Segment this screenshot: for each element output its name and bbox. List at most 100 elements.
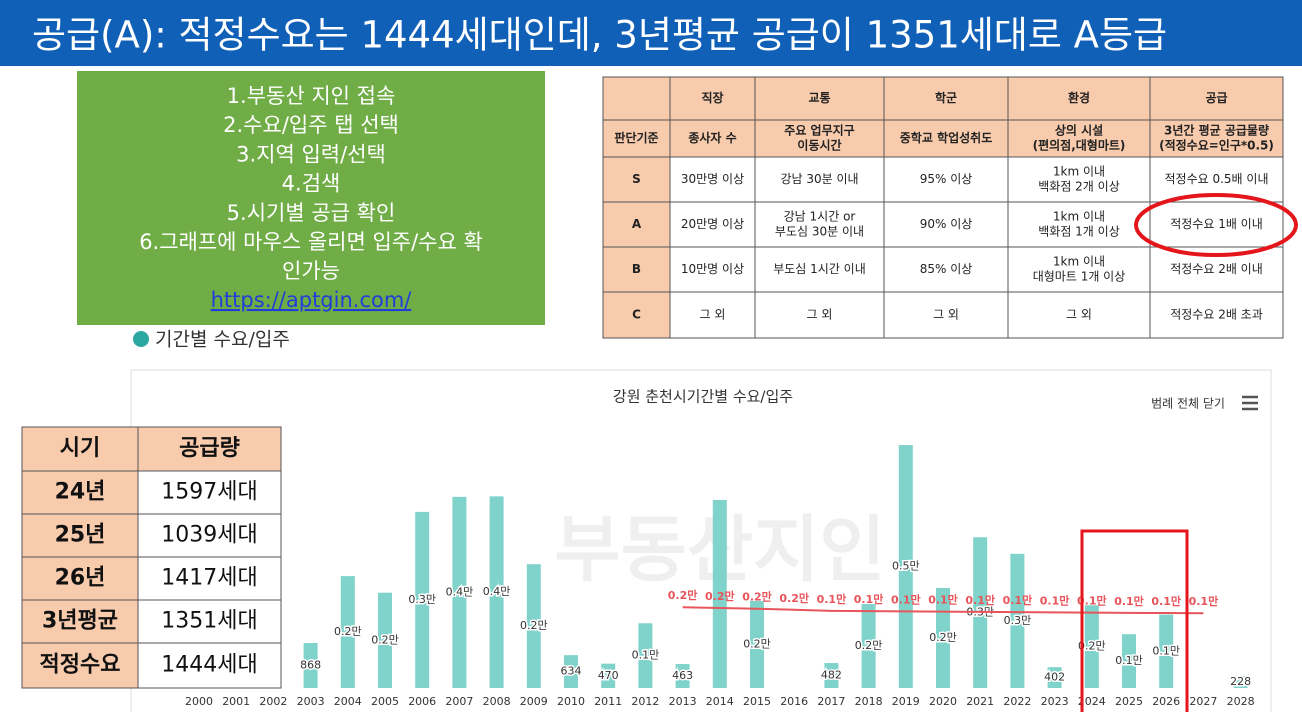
table-text: 그 외 xyxy=(700,308,726,322)
line-label: 0.2만 xyxy=(705,589,735,603)
supply-cell: 적정수요 xyxy=(40,653,121,678)
bar-label: 0.2만 xyxy=(520,619,548,632)
bar xyxy=(378,592,392,688)
column-header: 공급 xyxy=(1205,91,1227,105)
bar-label: 0.2만 xyxy=(1078,640,1106,653)
bar-label: 402 xyxy=(1044,671,1065,684)
table-text: 1km 이내 xyxy=(1053,255,1105,269)
x-tick-label: 2019 xyxy=(892,695,920,708)
table-cell xyxy=(1007,246,1151,293)
x-tick-label: 2018 xyxy=(855,695,883,708)
x-tick-label: 2005 xyxy=(371,695,399,708)
bar-label: 0.4만 xyxy=(483,585,511,598)
column-header: 환경 xyxy=(1068,90,1090,105)
bar xyxy=(936,588,950,688)
table-cell xyxy=(137,642,282,689)
table-cell xyxy=(883,156,1009,203)
section-label: 기간별 수요/입주 xyxy=(155,329,290,351)
line-label: 0.1만 xyxy=(1114,594,1144,608)
supply-cell: 1597세대 xyxy=(161,480,257,505)
table-text: 10만명 이상 xyxy=(681,262,744,276)
line-label: 0.1만 xyxy=(817,592,847,606)
bar-label: 0.2만 xyxy=(334,625,362,638)
table-text: 부도심 1시간 이내 xyxy=(773,262,866,276)
demand-line xyxy=(682,606,1204,615)
x-tick-label: 2010 xyxy=(557,695,585,708)
row-grade: 판단기준 xyxy=(614,130,658,145)
line-label: 0.2만 xyxy=(668,588,698,602)
bar-label: 0.2만 xyxy=(855,639,883,652)
column-header: 직장 xyxy=(701,90,723,105)
bar xyxy=(675,664,690,688)
x-tick-label: 2009 xyxy=(520,695,548,708)
bar xyxy=(750,600,764,688)
table-text: (편의점,대형마트) xyxy=(1033,138,1126,153)
table-cell xyxy=(1149,76,1284,121)
section-icon xyxy=(133,331,149,347)
supply-header: 시기 xyxy=(60,436,100,461)
table-text: 적정수요 0.5배 이내 xyxy=(1165,172,1269,186)
bar-label: 0.2만 xyxy=(371,633,399,646)
table-cell xyxy=(669,156,756,203)
column-header: 교통 xyxy=(808,90,830,105)
table-text: (적정수요=인구*0.5) xyxy=(1159,138,1274,153)
row-grade: S xyxy=(632,172,641,186)
x-tick-label: 2007 xyxy=(445,695,473,708)
bar xyxy=(452,496,467,688)
table-cell xyxy=(1007,76,1151,121)
row-grade: A xyxy=(632,217,642,231)
table-text: 백화점 1개 이상 xyxy=(1038,225,1120,239)
table-text: 그 외 xyxy=(807,308,833,322)
step-line: 2.수요/입주 탭 선택 xyxy=(223,113,399,137)
table-cell xyxy=(21,642,139,689)
line-label: 0.1만 xyxy=(928,593,958,607)
table-text: 백화점 2개 이상 xyxy=(1038,180,1120,194)
bar xyxy=(1122,634,1136,688)
supply-cell: 26년 xyxy=(55,566,106,591)
x-tick-label: 2011 xyxy=(594,695,622,708)
slide-title: 공급(A): 적정수요는 1444세대인데, 3년평균 공급이 1351세대로 … xyxy=(32,14,1167,57)
line-label: 0.1만 xyxy=(1003,593,1033,607)
table-text: 중학교 학업성취도 xyxy=(900,130,993,145)
x-tick-label: 2000 xyxy=(185,695,213,708)
table-cell xyxy=(1149,119,1284,158)
supply-header: 공급량 xyxy=(179,436,240,461)
bar xyxy=(824,663,839,688)
supply-cell: 24년 xyxy=(55,480,106,505)
table-cell xyxy=(602,119,671,158)
table-cell xyxy=(602,76,671,121)
bar xyxy=(712,499,727,688)
bar xyxy=(303,643,318,688)
table-text: 1km 이내 xyxy=(1053,165,1105,179)
line-label: 0.1만 xyxy=(1189,594,1219,608)
bar xyxy=(564,655,578,688)
table-text: 이동시간 xyxy=(797,138,841,153)
bar xyxy=(861,604,876,688)
x-tick-label: 2028 xyxy=(1227,695,1255,708)
table-text: 3년간 평균 공급물량 xyxy=(1164,123,1269,138)
table-cell xyxy=(602,291,671,339)
bar-label: 463 xyxy=(672,669,693,682)
table-cell xyxy=(137,513,282,558)
bar-label: 634 xyxy=(561,665,582,678)
table-cell xyxy=(1007,291,1151,339)
bar-label: 868 xyxy=(300,659,321,672)
table-cell xyxy=(21,599,139,644)
table-cell xyxy=(754,76,885,121)
bar-label: 0.1만 xyxy=(1152,644,1180,657)
step-line: 1.부동산 지인 접속 xyxy=(227,84,396,108)
row-grade: C xyxy=(632,308,641,322)
table-cell xyxy=(137,426,282,472)
table-text: 20만명 이상 xyxy=(681,217,744,231)
bar xyxy=(1047,667,1062,688)
highlight-box xyxy=(1080,529,1189,712)
table-text: 대형마트 1개 이상 xyxy=(1033,270,1126,284)
x-tick-label: 2023 xyxy=(1041,695,1069,708)
table-text: 종사자 수 xyxy=(688,130,736,145)
x-tick-label: 2013 xyxy=(669,695,697,708)
x-tick-label: 2014 xyxy=(706,695,734,708)
bar xyxy=(489,496,504,688)
highlight-ellipse xyxy=(1134,193,1298,257)
supply-cell: 25년 xyxy=(55,523,106,548)
